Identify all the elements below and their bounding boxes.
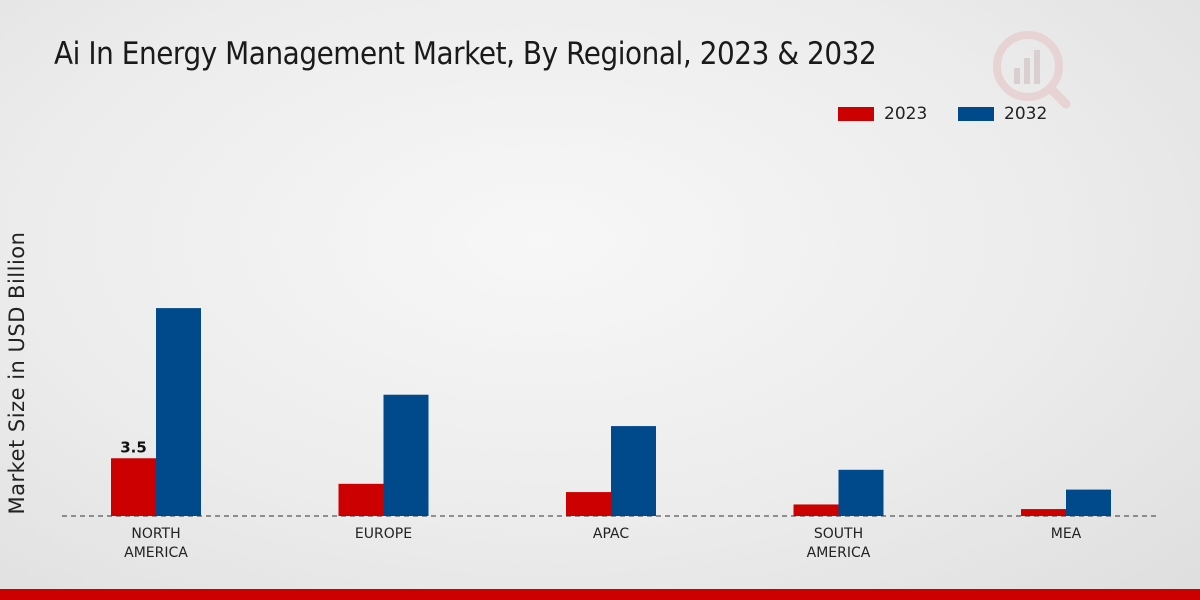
x-tick-label-europe: EUROPE [355, 526, 412, 542]
bar-2032-europe [383, 394, 429, 516]
legend-label-2032: 2032 [1004, 104, 1048, 124]
bar-2032-south-america [838, 469, 884, 516]
bar-2032-north-america [156, 308, 201, 516]
bar-2023-mea [1021, 509, 1066, 516]
brand-logo-icon [990, 28, 1074, 112]
x-tick-label-apac: APAC [593, 526, 629, 542]
x-tick-label-north-america: NORTH AMERICA [124, 526, 188, 561]
bar-2023-south-america [793, 504, 839, 516]
legend-item-2032: 2032 [958, 104, 1047, 124]
legend-item-2023: 2023 [838, 104, 927, 124]
legend-swatch-2023 [838, 107, 874, 121]
bar-2023-europe [338, 483, 384, 516]
x-tick-label-south-america: SOUTH AMERICA [807, 526, 871, 561]
bar-2023-apac [566, 492, 611, 516]
bar-2023-north-america [111, 458, 156, 516]
bar-2032-apac [611, 426, 656, 516]
data-label-2023-north-america: 3.5 [120, 438, 147, 456]
bottom-accent-bar [0, 589, 1200, 600]
x-tick-label-mea: MEA [1051, 526, 1082, 542]
bar-2032-mea [1066, 489, 1111, 516]
chart-title: Ai In Energy Management Market, By Regio… [54, 36, 877, 72]
y-axis-label: Market Size in USD Billion [5, 232, 29, 515]
legend-swatch-2032 [958, 107, 994, 121]
legend-label-2023: 2023 [884, 104, 928, 124]
